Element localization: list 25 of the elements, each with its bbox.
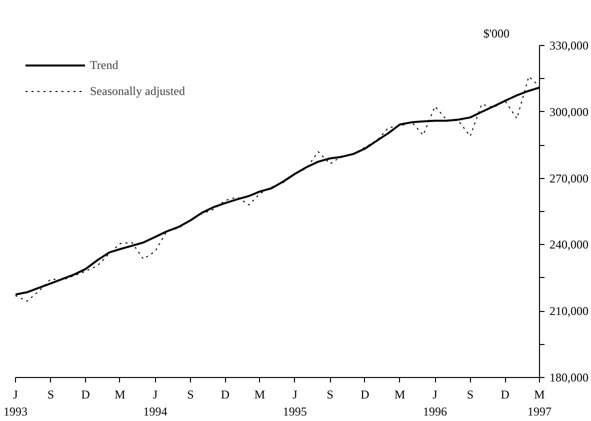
x-tick-label: S: [187, 388, 194, 402]
x-tick-label: J 1993: [4, 388, 28, 418]
y-axis-title: $'000: [483, 26, 510, 40]
x-tick-label: M: [114, 388, 126, 402]
legend-label: Seasonally adjusted: [90, 84, 185, 98]
x-tick-label: D: [500, 388, 510, 402]
x-tick-label: S: [47, 388, 54, 402]
x-tick-label: S: [326, 388, 334, 402]
y-tick-label: 300,000: [550, 104, 588, 119]
y-tick-label: 180,000: [550, 370, 588, 384]
x-tick-label: S: [466, 388, 474, 402]
x-tick-label: M: [394, 388, 406, 402]
legend-label: Trend: [90, 58, 118, 72]
x-tick-label: J 1996: [423, 388, 448, 418]
x-tick-label: J 1995: [282, 388, 307, 418]
y-tick-label: 330,000: [550, 38, 588, 52]
y-tick-label: 210,000: [550, 304, 588, 318]
x-tick-label: D: [220, 388, 230, 402]
y-tick-label: 240,000: [550, 238, 588, 252]
x-tick-label: D: [81, 388, 90, 402]
x-tick-label: J 1994: [143, 388, 168, 418]
x-tick-label: D: [360, 388, 370, 402]
y-tick-label: 270,000: [550, 171, 588, 186]
x-tick-label: M 1997: [528, 388, 552, 418]
x-tick-label: M: [254, 388, 266, 402]
